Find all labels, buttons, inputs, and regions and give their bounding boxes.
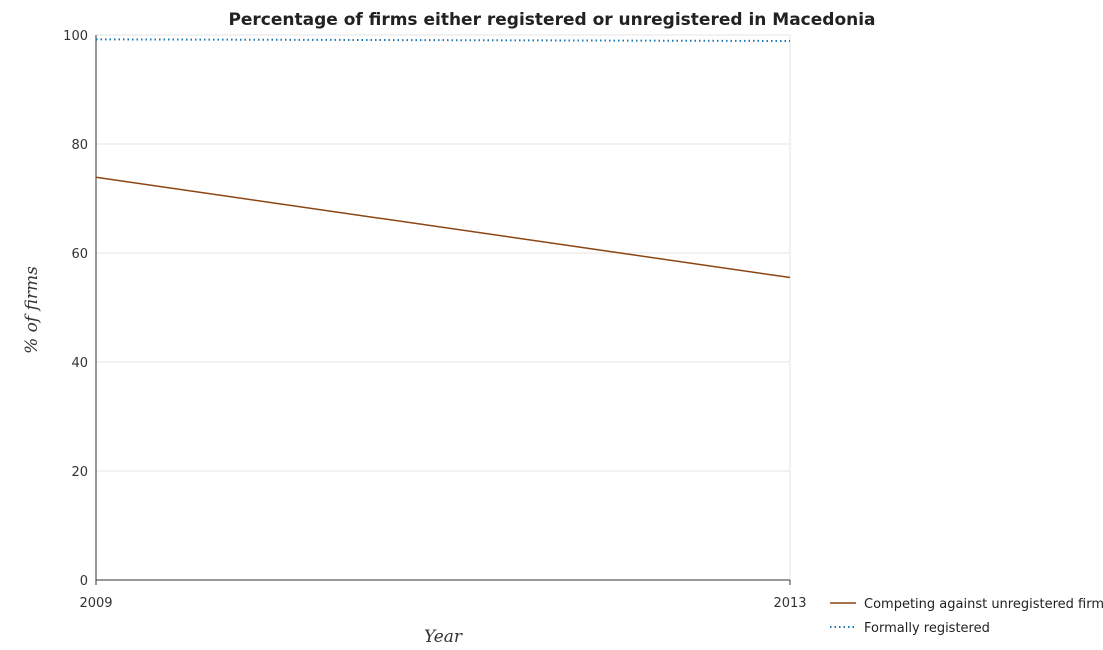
legend-label-0: Competing against unregistered firms (864, 597, 1103, 612)
y-axis-label: % of firms (22, 266, 42, 354)
y-ticks: 0 20 40 60 80 100 (63, 29, 88, 589)
series-line-0 (95, 176, 791, 279)
legend-label-1: Formally registered (864, 621, 990, 636)
x-tick-label: 2009 (79, 596, 112, 611)
y-tick-label: 80 (71, 138, 88, 153)
x-axis-label: Year (424, 627, 463, 647)
legend: Competing against unregistered firms Form… (830, 597, 1103, 636)
series-line-1 (95, 38, 791, 42)
x-ticks: 2009 2013 (79, 580, 807, 611)
axes (95, 35, 790, 581)
y-tick-label: 40 (71, 356, 88, 371)
x-tick-label: 2013 (773, 596, 806, 611)
y-tick-label: 60 (71, 247, 88, 262)
series-lines (95, 38, 791, 279)
chart-title: Percentage of firms either registered or… (228, 10, 875, 30)
y-tick-label: 20 (71, 465, 88, 480)
grid (95, 34, 791, 581)
y-tick-label: 0 (80, 574, 88, 589)
y-tick-label: 100 (63, 29, 88, 44)
